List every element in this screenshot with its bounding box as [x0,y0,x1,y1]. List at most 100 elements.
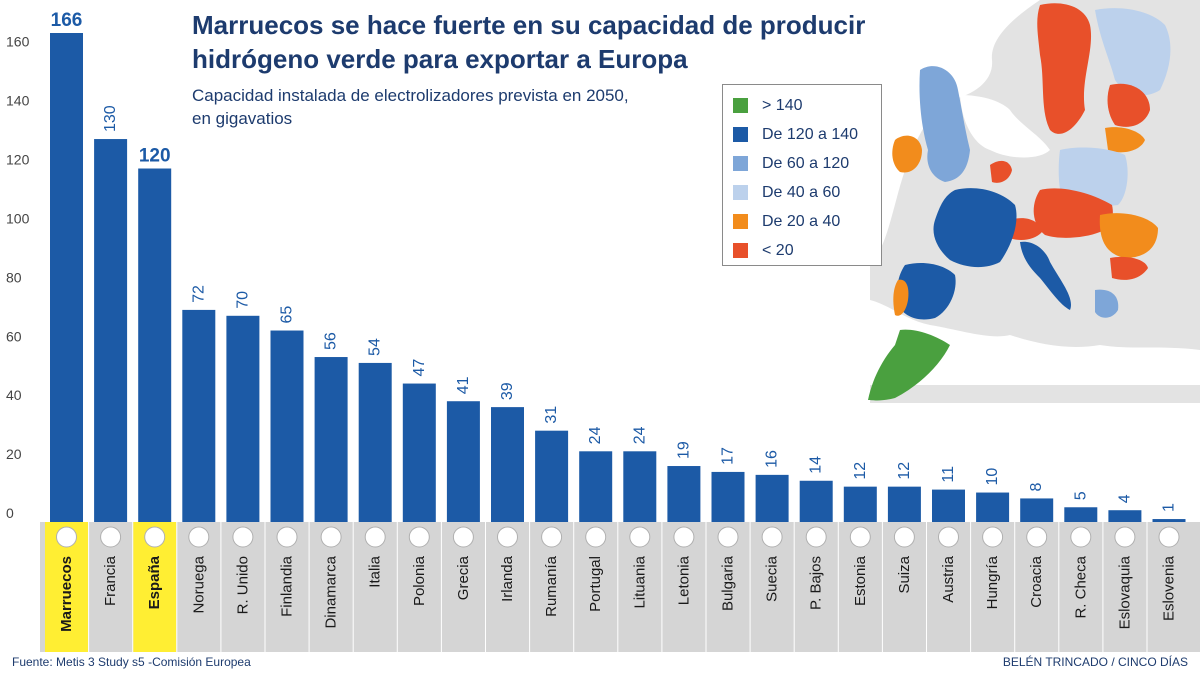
flag-icon [761,526,783,548]
category-label: Lituania [631,555,648,608]
bar [711,471,745,522]
bar-value-label: 12 [896,462,913,480]
y-tick-label: 0 [6,505,14,521]
bar-value-label: 24 [631,426,648,444]
bar [667,466,701,522]
bar [50,33,83,522]
y-tick-label: 20 [6,446,22,462]
bar-value-label: 17 [720,447,737,465]
chart-title: Marruecos se hace fuerte en su capacidad… [192,10,866,74]
flag-icon [276,526,298,548]
category-label: Bulgaria [720,555,737,611]
category-label: Grecia [455,555,472,600]
europe-map [868,0,1200,403]
flag-icon [673,526,695,548]
flag-icon [1070,526,1092,548]
legend-swatch [733,127,748,142]
y-tick-label: 60 [6,328,22,344]
legend-label: < 20 [762,241,794,259]
source-note: Fuente: Metis 3 Study s5 -Comisión Europ… [12,655,251,669]
legend-item: De 120 a 140 [733,120,881,149]
bar-value-label: 31 [543,406,560,424]
bar [755,474,789,522]
bar-value-label: 14 [808,456,825,474]
bar [1152,519,1186,522]
category-labels: Marruecos Francia España Noruega R. Unido Fin… [40,522,1200,652]
category-label: Polonia [411,555,428,606]
legend-item: De 20 a 40 [733,207,881,236]
category-label: Portugal [587,556,604,612]
bar [1064,507,1098,522]
chart-subtitle: Capacidad instalada de electrolizadores … [192,86,629,128]
category-label: Eslovenia [1161,555,1178,621]
category-label: Francia [102,555,119,606]
bar [446,401,480,522]
bar [182,309,216,522]
bar [358,362,392,522]
category-label: Marruecos [58,556,75,632]
category-label: Letonia [675,555,692,605]
bar-value-label: 70 [234,291,251,309]
bar-value-label: 10 [984,468,1001,486]
y-tick-label: 100 [6,210,30,226]
legend-label: > 140 [762,96,803,114]
flag-icon [849,526,871,548]
bar-value-label: 166 [51,10,83,31]
category-label: Suecia [764,555,781,602]
flag-icon [938,526,959,548]
bar-value-label: 11 [940,466,957,483]
map-legend: > 140 De 120 a 140 De 60 a 120 De 40 a 60 De… [722,84,882,266]
category-label: Hungría [984,555,1001,609]
flag-icon [541,526,563,548]
legend-swatch [733,243,748,258]
bar [402,383,436,522]
flag-icon [144,526,166,548]
flag-icon [100,526,122,548]
category-label: Rumanía [543,555,560,617]
category-label: Eslovaquia [1116,555,1133,629]
legend-label: De 60 a 120 [762,154,850,172]
flag-icon [805,526,827,548]
bar [887,486,921,522]
bar [843,486,877,522]
flag-icon [408,526,430,548]
legend-label: De 120 a 140 [762,125,859,143]
bar-value-label: 39 [499,382,516,400]
category-label: Suiza [896,555,913,593]
y-axis: 0 20 40 60 80 100 120 140 160 [6,34,30,521]
legend-swatch [733,185,748,200]
y-tick-label: 140 [6,93,30,109]
flag-icon [497,526,518,548]
bar [138,168,172,522]
bar-value-label: 41 [455,376,472,394]
flag-icon [1114,526,1136,548]
bar [976,492,1010,522]
bar-value-label: 56 [323,332,340,350]
bar [799,480,833,522]
bar-value-label: 16 [764,450,781,468]
bar [1020,498,1054,522]
flag-icon [364,526,386,548]
bar [314,357,348,522]
category-band [40,522,1200,652]
bar [94,139,128,522]
bar-value-label: 8 [1028,482,1045,491]
legend-label: De 40 a 60 [762,183,841,201]
bar [932,489,965,522]
bar [491,407,524,522]
bar-value-label: 5 [1072,491,1089,500]
bar-value-label: 1 [1161,503,1178,512]
bar [579,451,613,522]
bar-value-label: 65 [279,306,296,324]
flag-icon [56,526,77,548]
flag-icon [982,526,1004,548]
bar-value-label: 120 [139,146,171,167]
legend-swatch [733,98,748,113]
bar-value-label: 47 [411,359,428,377]
bar-value-label: 24 [587,426,604,444]
y-tick-label: 160 [6,34,30,50]
y-tick-label: 40 [6,387,22,403]
flag-icon [717,526,739,548]
